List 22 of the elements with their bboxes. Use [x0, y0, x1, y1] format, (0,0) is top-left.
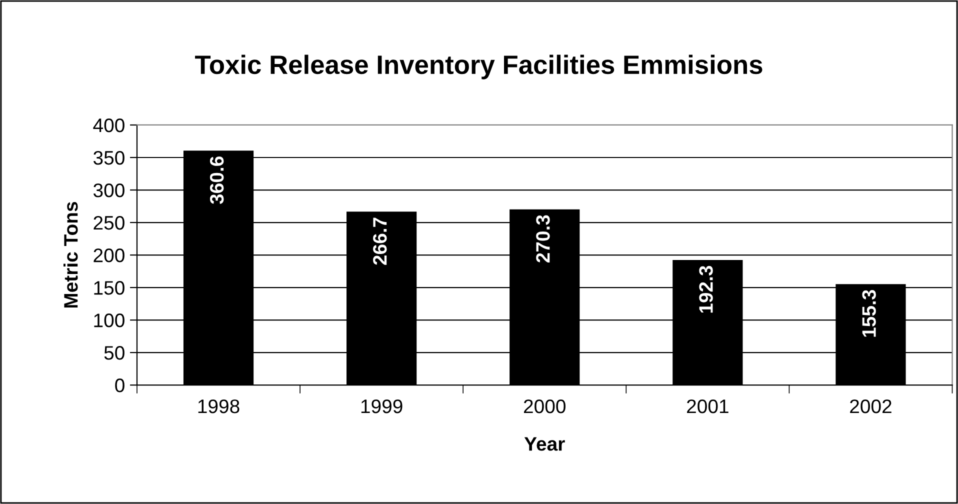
- x-tick-label: 2000: [524, 399, 566, 414]
- x-tick-label: 1998: [198, 399, 240, 414]
- x-axis-title: Year: [524, 437, 565, 451]
- y-tick-label: 350: [93, 150, 124, 165]
- data-label: 192.3: [699, 266, 713, 313]
- x-tick-label: 1999: [361, 399, 402, 414]
- data-label: 266.7: [373, 218, 387, 265]
- data-label: 360.6: [210, 156, 224, 204]
- y-tick-label: 150: [94, 281, 124, 295]
- y-tick-label: 0: [115, 378, 124, 392]
- data-label: 270.3: [536, 215, 550, 262]
- x-tick-label: 2001: [687, 399, 728, 414]
- y-tick-label: 100: [94, 314, 124, 328]
- y-tick-label: 300: [93, 183, 124, 198]
- x-tick-label: 2002: [850, 399, 892, 414]
- y-tick-label: 250: [94, 216, 124, 230]
- y-tick-label: 400: [93, 118, 124, 132]
- data-label: 155.3: [862, 290, 876, 337]
- y-axis-title: Metric Tons: [64, 202, 78, 308]
- y-tick-label: 200: [94, 248, 124, 262]
- chart-title: Toxic Release Inventory Facilities Emmisions: [195, 54, 762, 80]
- y-tick-label: 50: [104, 346, 124, 360]
